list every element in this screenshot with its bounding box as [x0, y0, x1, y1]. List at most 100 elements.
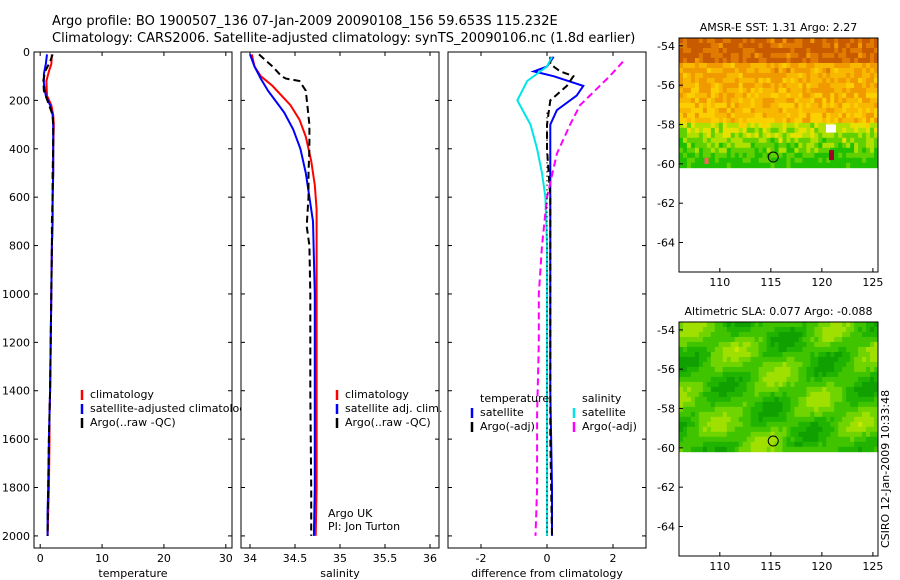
- map-cell: [706, 72, 712, 79]
- map-cell: [722, 366, 728, 373]
- map-cell: [682, 152, 688, 159]
- x-axis-label: difference from climatology: [471, 567, 623, 580]
- map-cell: [706, 386, 712, 393]
- map-cell: [742, 431, 748, 438]
- map-cell: [774, 142, 779, 149]
- map-cell: [734, 162, 740, 169]
- map-cell: [846, 396, 851, 403]
- map-cell: [842, 421, 847, 428]
- map-cell: [870, 356, 875, 363]
- map-cell: [818, 87, 823, 94]
- legend-label: satellite: [480, 406, 524, 419]
- map-cell: [770, 401, 775, 408]
- map-cell: [798, 147, 803, 154]
- map-cell: [862, 381, 867, 388]
- map-cell: [854, 42, 859, 49]
- map-cell: [694, 406, 700, 413]
- map-cell: [746, 356, 752, 363]
- map-cell: [706, 117, 712, 124]
- map-cell: [802, 97, 807, 104]
- map-cell: [794, 322, 799, 328]
- map-cell: [798, 396, 803, 403]
- map-cell: [734, 142, 740, 149]
- map-cell: [826, 102, 831, 109]
- map-cell: [679, 341, 684, 348]
- map-cell: [870, 127, 875, 134]
- map-cell: [758, 411, 763, 418]
- map-cell: [854, 122, 859, 129]
- map-cell: [694, 152, 700, 159]
- map-cell: [814, 431, 819, 438]
- map-cell: [710, 112, 716, 119]
- map-cell: [706, 426, 712, 433]
- map-cell: [718, 142, 724, 149]
- map-cell: [702, 122, 708, 129]
- map-cell: [706, 346, 712, 353]
- map-cell: [778, 117, 783, 124]
- map-cell: [690, 386, 696, 393]
- map-cell: [679, 112, 684, 119]
- map-cell: [790, 72, 795, 79]
- map-cell: [798, 331, 803, 338]
- map-cell: [850, 401, 855, 408]
- map-cell: [806, 127, 811, 134]
- map-cell: [702, 391, 708, 398]
- map-cell: [818, 82, 823, 89]
- map-cell: [750, 381, 756, 388]
- map-cell: [818, 381, 823, 388]
- y-tick-label: -54: [657, 40, 675, 53]
- map-cell: [770, 421, 775, 428]
- map-cell: [750, 421, 756, 428]
- map-cell: [850, 112, 855, 119]
- map-cell: [814, 72, 819, 79]
- map-cell: [834, 376, 839, 383]
- map-cell: [858, 391, 863, 398]
- map-cell: [766, 346, 771, 353]
- map-cell: [774, 401, 779, 408]
- map-cell: [826, 142, 831, 149]
- map-cell: [834, 436, 839, 443]
- map-cell: [694, 346, 700, 353]
- map-cell: [758, 67, 763, 74]
- map-cell: [730, 97, 736, 104]
- map-cell: [742, 107, 748, 114]
- map-cell: [830, 47, 835, 54]
- map-cell: [754, 326, 759, 333]
- map-cell: [694, 376, 700, 383]
- map-cell: [679, 77, 684, 84]
- map-cell: [802, 421, 807, 428]
- map-cell: [702, 92, 708, 99]
- map-cell: [870, 132, 875, 139]
- map-cell: [862, 57, 867, 64]
- map-cell: [694, 441, 700, 448]
- map-cell: [702, 147, 708, 154]
- map-cell: [682, 127, 688, 134]
- map-cell: [818, 137, 823, 144]
- map-cell: [862, 366, 867, 373]
- map-cell: [874, 97, 879, 104]
- map-cell: [870, 97, 875, 104]
- map-cell: [694, 446, 700, 453]
- map-cell: [750, 152, 756, 159]
- map-cell: [774, 47, 779, 54]
- map-cell: [790, 426, 795, 433]
- map-cell: [746, 351, 752, 358]
- map-cell: [854, 406, 859, 413]
- map-cell: [774, 381, 779, 388]
- map-cell: [722, 381, 728, 388]
- map-cell: [774, 102, 779, 109]
- x-tick-label: 0: [37, 552, 44, 565]
- map-cell: [786, 72, 791, 79]
- map-cell: [734, 381, 740, 388]
- map-cell: [722, 47, 728, 54]
- map-cell: [822, 371, 827, 378]
- map-cell: [710, 142, 716, 149]
- map-cell: [754, 52, 759, 59]
- map-cell: [874, 416, 879, 423]
- map-cell: [698, 162, 704, 169]
- map-cell: [754, 396, 759, 403]
- map-cell: [686, 137, 692, 144]
- map-cell: [866, 406, 871, 413]
- map-cell: [682, 391, 688, 398]
- map-cell: [758, 376, 763, 383]
